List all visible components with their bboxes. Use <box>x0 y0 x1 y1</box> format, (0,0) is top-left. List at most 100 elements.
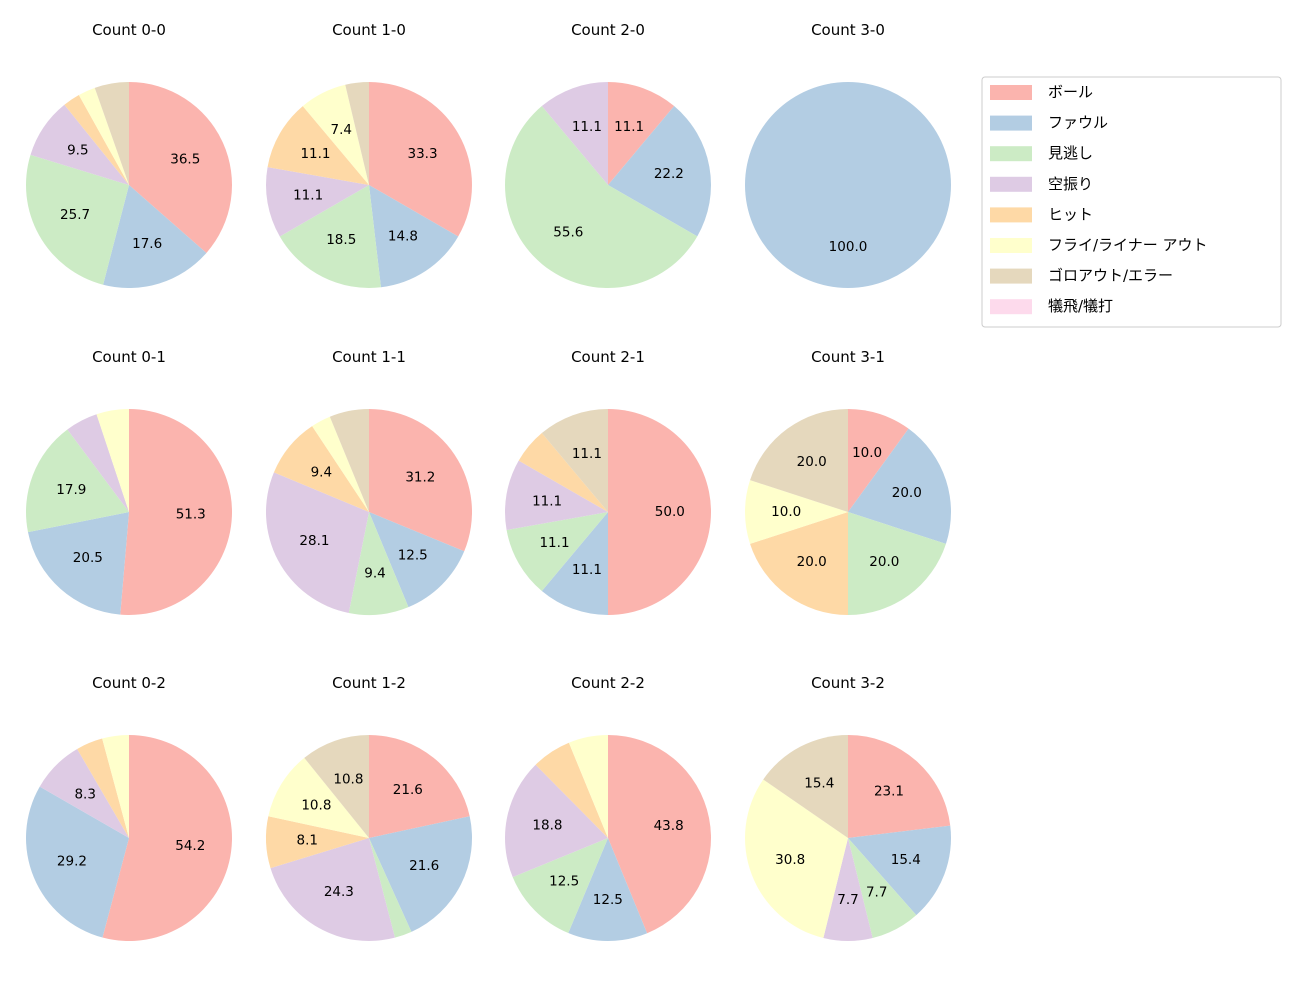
pie-slice <box>823 838 873 941</box>
slice-label: 20.0 <box>892 485 922 501</box>
pie-slice <box>505 764 608 878</box>
pie-slice <box>369 409 472 552</box>
pie-slice <box>273 426 369 512</box>
pie-slice <box>270 838 395 942</box>
pie-count-0-1: Count 0-1 51.3 20.5 17.9 <box>26 348 232 615</box>
pie-slice <box>26 429 130 533</box>
pie-slice <box>102 735 232 942</box>
legend-swatch <box>990 299 1032 315</box>
slice-label: 30.8 <box>775 852 805 868</box>
pie-slice <box>848 735 951 838</box>
pie-slice <box>848 825 951 916</box>
legend-label: 空振り <box>1048 175 1093 193</box>
pie-slice <box>848 428 951 544</box>
pie-slice <box>848 409 909 512</box>
pie-slice <box>369 735 470 838</box>
slice-label: 43.8 <box>654 818 684 834</box>
pie-slice <box>608 106 712 237</box>
pie-slice <box>25 154 130 285</box>
pie-slice <box>745 480 848 544</box>
pie-slice <box>848 512 946 615</box>
pie-slice <box>512 838 608 934</box>
slice-label: 7.7 <box>837 892 858 908</box>
pie-title: Count 3-0 <box>811 21 885 39</box>
legend-label: ボール <box>1048 83 1093 101</box>
slice-label: 36.5 <box>170 152 200 168</box>
pie-title: Count 3-2 <box>811 674 885 692</box>
slice-label: 11.1 <box>539 535 569 551</box>
pie-slice <box>763 735 848 838</box>
legend-swatch <box>990 176 1032 192</box>
pie-slice <box>279 185 381 288</box>
slice-label: 100.0 <box>829 239 868 255</box>
pie-slice <box>369 82 472 237</box>
slice-label: 50.0 <box>655 504 685 520</box>
pie-count-2-1: Count 2-150.011.111.111.111.1 <box>505 348 711 615</box>
legend-swatch <box>990 85 1032 100</box>
pie-slice <box>369 838 412 938</box>
pie-slice <box>568 735 608 838</box>
slice-label: 23.1 <box>874 784 904 800</box>
slice-label: 11.1 <box>572 562 602 578</box>
pie-slice <box>745 779 848 939</box>
pie-count-3-1: Count 3-1 10.0 20.0 20.0 20.0 10.0 20.0 <box>745 348 951 615</box>
pie-slice <box>848 838 917 939</box>
pie-slice <box>541 409 608 512</box>
legend-label: 犠飛/犠打 <box>1048 297 1113 315</box>
pie-slice <box>369 512 465 608</box>
pie-slice <box>312 416 369 512</box>
pie-slice <box>329 409 369 512</box>
pie-title: Count 0-1 <box>92 348 166 366</box>
pie-slice <box>27 512 130 615</box>
pie-slice <box>348 512 409 615</box>
slice-label: 7.4 <box>331 122 352 138</box>
slice-label: 9.5 <box>67 142 88 158</box>
pie-slice <box>30 104 130 185</box>
pie-slice <box>608 82 675 185</box>
slice-label: 20.5 <box>73 550 103 566</box>
legend-label: ゴロアウト/エラー <box>1048 267 1173 285</box>
legend-swatch <box>990 238 1032 253</box>
slice-label: 12.5 <box>398 548 428 564</box>
pie-slice <box>302 84 369 185</box>
pie-slice <box>750 409 848 512</box>
legend-label: 見逃し <box>1048 144 1093 162</box>
pie-slice <box>608 409 711 615</box>
pie-title: Count 1-1 <box>332 348 406 366</box>
pie-slice <box>96 409 129 512</box>
pie-count-3-0: Count 3-0 100.0 <box>745 21 951 288</box>
legend-label: ファウル <box>1048 114 1108 132</box>
slice-label: 51.3 <box>176 507 206 523</box>
slice-label: 31.2 <box>405 470 435 486</box>
legend-label: フライ/ライナー アウト <box>1048 236 1208 254</box>
slice-label: 17.9 <box>56 482 86 498</box>
slice-label: 12.5 <box>593 892 623 908</box>
legend-swatch <box>990 207 1032 223</box>
slice-label: 20.0 <box>797 454 827 470</box>
pie-slice <box>608 735 712 934</box>
pie-slice <box>265 472 369 613</box>
slice-label: 20.0 <box>869 554 899 570</box>
pie-title: Count 2-1 <box>571 348 645 366</box>
slice-label: 55.6 <box>553 224 583 240</box>
slice-label: 28.1 <box>299 533 329 549</box>
slice-label: 11.1 <box>614 119 644 135</box>
slice-label: 11.1 <box>572 119 602 135</box>
pie-slice <box>265 167 369 237</box>
slice-label: 11.1 <box>293 188 323 204</box>
pie-count-3-2: Count 3-2 23.1 15.4 7.7 7.7 30.8 15.4 <box>745 674 951 941</box>
pie-slice <box>745 82 951 288</box>
pie-slice <box>94 82 129 185</box>
slice-label: 8.1 <box>297 833 318 849</box>
slice-label: 15.4 <box>891 852 921 868</box>
slice-label: 21.6 <box>393 782 423 798</box>
pie-slice <box>78 87 129 185</box>
slice-label: 24.3 <box>324 884 354 900</box>
pie-slice <box>103 185 207 288</box>
legend-swatch <box>990 146 1032 162</box>
pie-slice <box>304 735 369 838</box>
pie-title: Count 0-2 <box>92 674 166 692</box>
slice-label: 18.5 <box>326 232 356 248</box>
